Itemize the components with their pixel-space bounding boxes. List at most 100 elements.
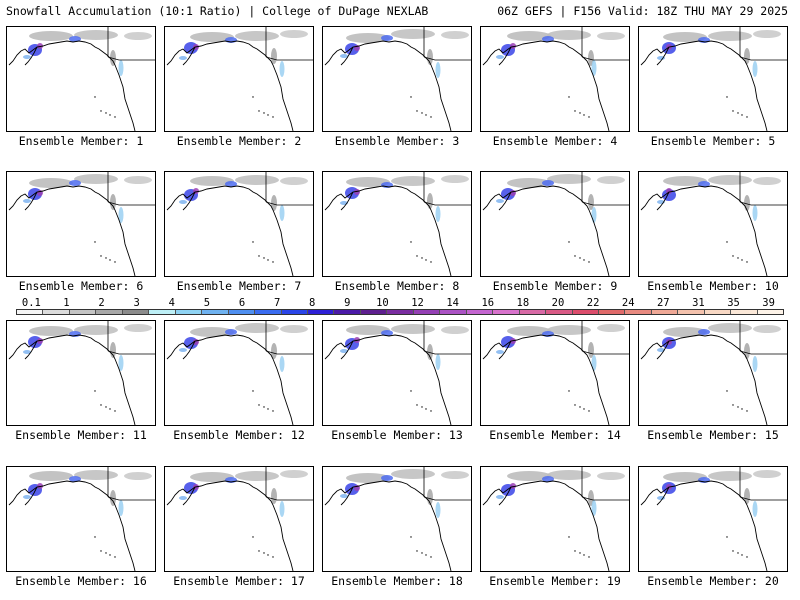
snowfall-area (23, 55, 31, 59)
island (568, 241, 570, 243)
island (416, 550, 418, 552)
snowfall-area (271, 488, 277, 504)
island (109, 259, 111, 261)
coastline (640, 185, 768, 276)
snowfall-area (507, 471, 551, 481)
coastline (656, 191, 670, 211)
island (258, 255, 260, 257)
island (105, 112, 107, 114)
snowfall-area (190, 327, 234, 337)
island (741, 259, 743, 261)
snowfall-area (37, 483, 43, 489)
island (568, 96, 570, 98)
snowfall-area (23, 350, 31, 354)
island (430, 556, 432, 558)
snowfall-area (74, 174, 118, 184)
ensemble-member-map (638, 466, 788, 572)
snowfall-area (391, 469, 435, 479)
island (732, 110, 734, 112)
ensemble-member-map (164, 171, 314, 277)
colorbar-tick-label: 10 (376, 297, 389, 309)
colorbar-swatch (255, 310, 282, 314)
island (741, 114, 743, 116)
island (94, 96, 96, 98)
coastline (182, 486, 196, 506)
island (267, 554, 269, 556)
island (579, 112, 581, 114)
national-border (739, 56, 787, 61)
map-canvas (324, 172, 471, 276)
island (583, 408, 585, 410)
island (741, 408, 743, 410)
national-border (581, 56, 629, 61)
snowfall-area (124, 176, 152, 184)
coastline (324, 334, 452, 425)
snowfall-area (391, 176, 435, 186)
snowfall-area (235, 31, 279, 41)
ensemble-member-label: Ensemble Member: 19 (489, 574, 621, 588)
snowfall-area (69, 180, 81, 186)
coastline (498, 46, 512, 66)
ensemble-member-label: Ensemble Member: 15 (647, 428, 779, 442)
national-border (581, 350, 629, 355)
national-border (581, 201, 629, 206)
coastline (24, 340, 38, 360)
colorbar-swatch (149, 310, 176, 314)
snowfall-area (753, 30, 781, 38)
colorbar-tick-label: 12 (411, 297, 424, 309)
island (430, 410, 432, 412)
snowfall-area (542, 36, 554, 42)
snowfall-area (37, 338, 43, 344)
map-canvas (166, 27, 313, 131)
national-border (739, 496, 787, 501)
colorbar-tick-label: 35 (727, 297, 740, 309)
island (410, 390, 412, 392)
snowfall-area (441, 471, 469, 479)
island (430, 261, 432, 263)
map-canvas (640, 172, 787, 276)
snowfall-area (507, 326, 551, 336)
snowfall-area (190, 472, 234, 482)
snowfall-area (346, 33, 390, 43)
colorbar-tick-label: 9 (344, 297, 351, 309)
island (267, 408, 269, 410)
island (94, 536, 96, 538)
island (263, 257, 265, 259)
ensemble-member-map (480, 171, 630, 277)
island (109, 554, 111, 556)
coastline (182, 191, 196, 211)
snowfall-area (381, 330, 393, 336)
snowfall-area (507, 31, 551, 41)
island (579, 257, 581, 259)
coastline (8, 185, 136, 276)
snowfall-area (753, 470, 781, 478)
colorbar-swatch (440, 310, 467, 314)
colorbar-swatch (307, 310, 335, 314)
ensemble-member-map (6, 320, 156, 426)
island (737, 552, 739, 554)
coastline (324, 480, 452, 571)
ensemble-member-map (638, 26, 788, 132)
ensemble-member-map (638, 320, 788, 426)
coastline (340, 486, 354, 506)
coastline (340, 191, 354, 211)
island (416, 404, 418, 406)
national-border (265, 496, 313, 501)
island (263, 406, 265, 408)
colorbar-tick-label: 6 (238, 297, 246, 309)
colorbar-tick-label: 39 (762, 297, 775, 309)
map-canvas (640, 467, 787, 571)
island (410, 536, 412, 538)
island (583, 259, 585, 261)
snowfall-area (547, 30, 591, 40)
coastline (24, 486, 38, 506)
island (105, 257, 107, 259)
colorbar-tick-label: 27 (656, 297, 670, 309)
snowfall-area (118, 207, 124, 223)
snowfall-area (435, 502, 441, 518)
snowfall-area (752, 205, 758, 221)
snowfall-area (110, 194, 116, 210)
island (416, 110, 418, 112)
snowfall-area (708, 471, 752, 481)
snowfall-area (597, 324, 625, 332)
